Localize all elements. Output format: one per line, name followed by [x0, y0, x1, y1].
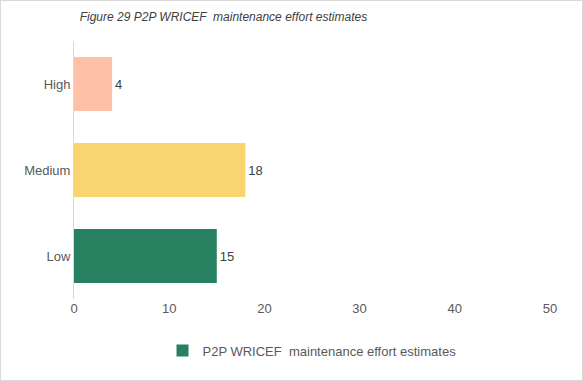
svg-text:Low: Low	[47, 249, 71, 264]
svg-text:0: 0	[70, 301, 77, 316]
svg-text:10: 10	[162, 301, 176, 316]
svg-text:P2P WRICEF maintenance effort: P2P WRICEF maintenance effort estimates	[203, 344, 457, 359]
svg-text:Figure 29 P2P WRICEF maintena: Figure 29 P2P WRICEF maintenance effort …	[80, 10, 367, 24]
svg-text:30: 30	[352, 301, 366, 316]
svg-text:20: 20	[257, 301, 271, 316]
svg-text:50: 50	[543, 301, 557, 316]
svg-text:4: 4	[115, 77, 122, 92]
svg-text:40: 40	[448, 301, 462, 316]
svg-text:Medium: Medium	[24, 163, 70, 178]
svg-text:18: 18	[248, 163, 262, 178]
svg-text:High: High	[44, 77, 71, 92]
svg-text:15: 15	[220, 249, 234, 264]
